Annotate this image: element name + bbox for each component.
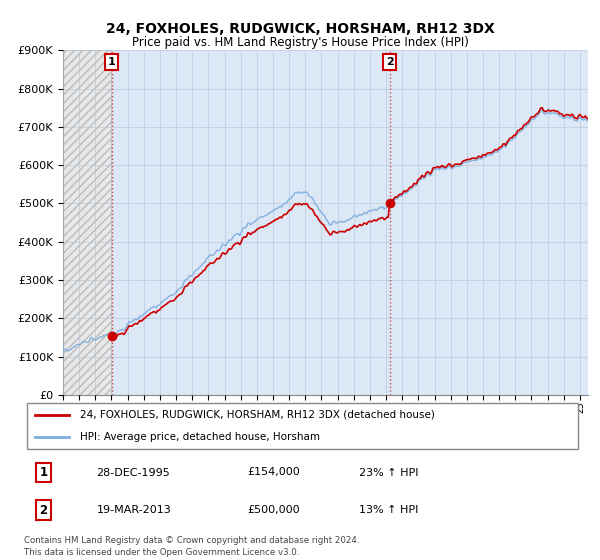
FancyBboxPatch shape xyxy=(27,404,578,449)
Text: 2: 2 xyxy=(40,504,47,517)
Bar xyxy=(63,50,111,395)
Text: Contains HM Land Registry data © Crown copyright and database right 2024.: Contains HM Land Registry data © Crown c… xyxy=(24,536,359,545)
Text: £154,000: £154,000 xyxy=(247,468,300,478)
Text: £500,000: £500,000 xyxy=(247,505,300,515)
Text: 24, FOXHOLES, RUDGWICK, HORSHAM, RH12 3DX: 24, FOXHOLES, RUDGWICK, HORSHAM, RH12 3D… xyxy=(106,22,494,36)
Text: Price paid vs. HM Land Registry's House Price Index (HPI): Price paid vs. HM Land Registry's House … xyxy=(131,36,469,49)
Text: 28-DEC-1995: 28-DEC-1995 xyxy=(97,468,170,478)
Text: 1: 1 xyxy=(40,466,47,479)
Text: 13% ↑ HPI: 13% ↑ HPI xyxy=(359,505,418,515)
Text: HPI: Average price, detached house, Horsham: HPI: Average price, detached house, Hors… xyxy=(80,432,320,442)
Text: 1: 1 xyxy=(108,57,115,67)
Text: 19-MAR-2013: 19-MAR-2013 xyxy=(97,505,171,515)
Text: 2: 2 xyxy=(386,57,394,67)
Text: 23% ↑ HPI: 23% ↑ HPI xyxy=(359,468,418,478)
Text: This data is licensed under the Open Government Licence v3.0.: This data is licensed under the Open Gov… xyxy=(24,548,299,557)
Text: 24, FOXHOLES, RUDGWICK, HORSHAM, RH12 3DX (detached house): 24, FOXHOLES, RUDGWICK, HORSHAM, RH12 3D… xyxy=(80,410,434,420)
